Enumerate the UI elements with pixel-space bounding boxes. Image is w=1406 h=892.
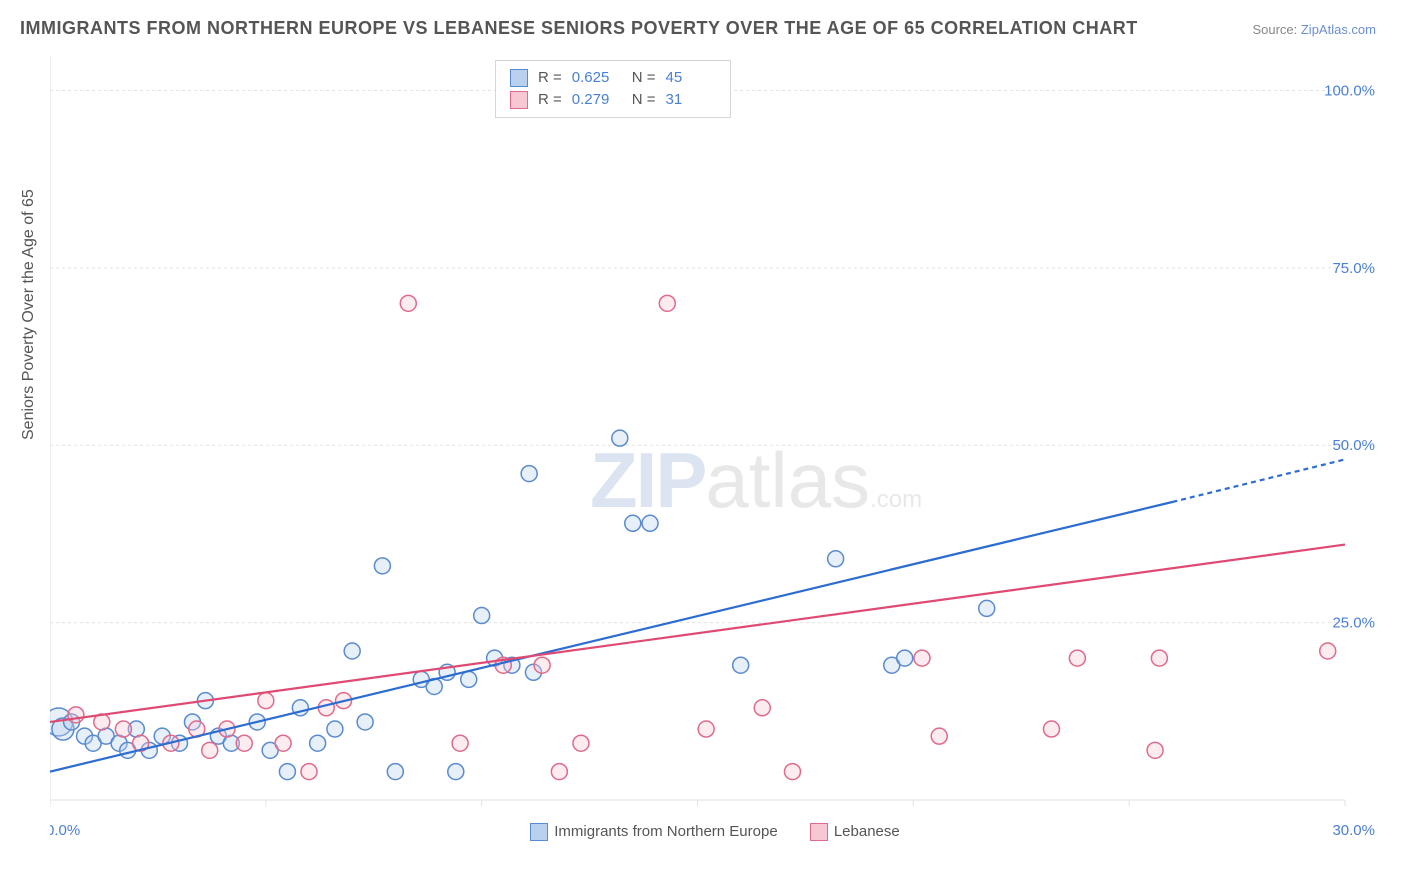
corr-row-series1: R = 0.625 N = 45 (510, 67, 716, 89)
chart-title: IMMIGRANTS FROM NORTHERN EUROPE VS LEBAN… (20, 18, 1138, 39)
legend-item-1: Immigrants from Northern Europe (530, 823, 782, 840)
legend-label-2: Lebanese (834, 823, 900, 840)
svg-text:75.0%: 75.0% (1332, 260, 1375, 277)
n-value-2: 31 (666, 89, 716, 111)
legend-item-2: Lebanese (810, 823, 900, 840)
y-axis-label: Seniors Poverty Over the Age of 65 (20, 189, 38, 440)
n-label-1: N = (632, 67, 656, 89)
n-value-1: 45 (666, 67, 716, 89)
legend-swatch-2 (810, 823, 828, 841)
swatch-series1 (510, 69, 528, 87)
chart-area: 25.0%50.0%75.0%100.0%0.0%30.0% ZIPatlas.… (50, 55, 1380, 845)
bottom-legend: Immigrants from Northern Europe Lebanese (50, 823, 1380, 841)
source-prefix: Source: (1252, 22, 1300, 37)
source-attribution: Source: ZipAtlas.com (1252, 22, 1376, 37)
svg-text:100.0%: 100.0% (1324, 82, 1375, 99)
scatter-plot-svg: 25.0%50.0%75.0%100.0%0.0%30.0% (50, 55, 1380, 845)
r-value-2: 0.279 (572, 89, 622, 111)
source-link[interactable]: ZipAtlas.com (1301, 22, 1376, 37)
svg-text:50.0%: 50.0% (1332, 437, 1375, 454)
correlation-stats-box: R = 0.625 N = 45 R = 0.279 N = 31 (495, 60, 731, 118)
swatch-series2 (510, 91, 528, 109)
n-label-2: N = (632, 89, 656, 111)
r-value-1: 0.625 (572, 67, 622, 89)
r-label-1: R = (538, 67, 562, 89)
legend-swatch-1 (530, 823, 548, 841)
r-label-2: R = (538, 89, 562, 111)
corr-row-series2: R = 0.279 N = 31 (510, 89, 716, 111)
legend-label-1: Immigrants from Northern Europe (554, 823, 777, 840)
svg-text:25.0%: 25.0% (1332, 615, 1375, 632)
